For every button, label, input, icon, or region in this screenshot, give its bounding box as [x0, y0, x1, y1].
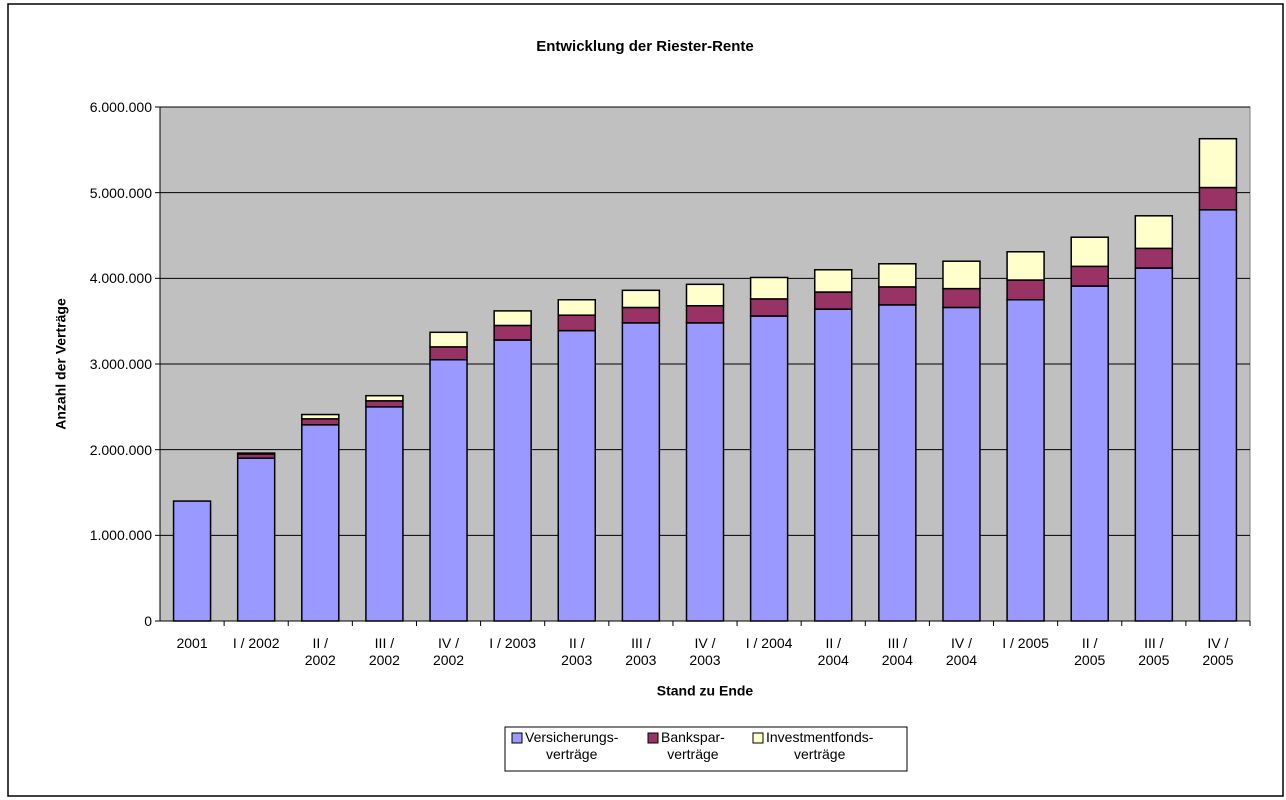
legend-box [504, 726, 908, 772]
bar-segment [365, 406, 404, 622]
x-tick-label: IV / 2005 [1202, 635, 1234, 668]
x-tick-label: I / 2003 [489, 635, 536, 651]
bar-segment [1134, 215, 1174, 250]
bar-segment [1006, 251, 1045, 281]
bar-segment [236, 452, 276, 455]
bar-segment [749, 315, 789, 622]
legend-swatch [511, 732, 523, 744]
bar-segment [813, 291, 853, 310]
bar-segment [301, 418, 340, 426]
bar-segment [813, 308, 853, 622]
x-tick-label: II / 2004 [817, 635, 849, 668]
x-tick-label: I / 2005 [1002, 635, 1049, 651]
bar-segment [1006, 299, 1045, 622]
x-tick-label: III / 2003 [625, 635, 657, 668]
bar-segment [749, 298, 789, 317]
x-tick-label: II / 2003 [561, 635, 593, 668]
bar-segment [1134, 267, 1174, 622]
bar-segment [621, 322, 661, 622]
bar-segment [685, 304, 725, 324]
y-tick-label: 2.000.000 [89, 441, 152, 458]
x-tick-label: 2001 [176, 635, 208, 651]
bar-segment [942, 306, 981, 622]
bar-segment [813, 269, 853, 293]
bar-segment [1070, 285, 1109, 622]
legend-label: Versicherungs- verträge [525, 729, 619, 762]
bar-segment [878, 286, 917, 306]
chart-title: Entwicklung der Riester-Rente [536, 38, 754, 55]
bar-segment [172, 500, 212, 622]
x-tick-label: II / 2002 [304, 635, 336, 668]
bar-segment [878, 304, 917, 622]
bar-segment [493, 339, 532, 622]
y-tick-label: 5.000.000 [89, 184, 152, 201]
bar-segment [1070, 265, 1109, 287]
y-tick-label: 0 [144, 613, 152, 629]
y-tick-label: 4.000.000 [89, 270, 152, 287]
y-tick-label: 1.000.000 [89, 527, 152, 544]
legend-label: Bankspar- verträge [661, 729, 725, 762]
bar-segment [621, 289, 661, 309]
bar-segment [1134, 247, 1174, 269]
legend-swatch [647, 732, 659, 744]
bar-segment [621, 306, 661, 324]
x-tick-label: IV / 2004 [945, 635, 978, 668]
x-axis-title: Stand zu Ende [657, 683, 754, 699]
bar-segment [1198, 209, 1238, 622]
x-tick-label: I / 2002 [232, 635, 280, 651]
y-tick-label: 3.000.000 [89, 356, 152, 372]
bar-segment [365, 394, 404, 402]
bar-segment [429, 346, 468, 361]
bar-segment [301, 424, 340, 622]
x-tick-label: IV / 2002 [432, 635, 465, 668]
bar-segment [1070, 236, 1109, 268]
bar-segment [942, 287, 981, 309]
x-tick-label: III / 2002 [368, 635, 400, 668]
bar-segment [1198, 186, 1238, 211]
bar-segment [557, 314, 597, 332]
bar-segment [685, 283, 725, 307]
legend-swatch [752, 732, 764, 744]
bar-segment [365, 400, 404, 408]
bar-segment [1006, 279, 1045, 301]
bar-segment [429, 331, 468, 348]
y-axis-title: Anzahl der Verträge [53, 298, 69, 430]
bar-segment [493, 324, 532, 341]
bar-segment [878, 263, 917, 288]
bar-segment [493, 310, 532, 327]
bar-segment [301, 413, 340, 420]
bar-segment [429, 358, 468, 622]
bar-segment [685, 322, 725, 622]
bar-segment [942, 260, 981, 290]
y-tick-label: 6.000.000 [89, 99, 152, 115]
legend-label: Investmentfonds- verträge [766, 729, 874, 762]
bar-segment [557, 329, 597, 622]
x-tick-label: IV / 2003 [689, 635, 721, 668]
bar-segment [1198, 137, 1238, 189]
bar-segment [557, 299, 597, 316]
x-tick-label: III / 2004 [881, 635, 913, 668]
bar-segment [236, 457, 276, 622]
x-tick-label: II / 2005 [1074, 635, 1106, 668]
bar-segment [749, 276, 789, 300]
x-tick-label: I / 2004 [745, 635, 793, 651]
x-tick-label: III / 2005 [1138, 635, 1170, 668]
